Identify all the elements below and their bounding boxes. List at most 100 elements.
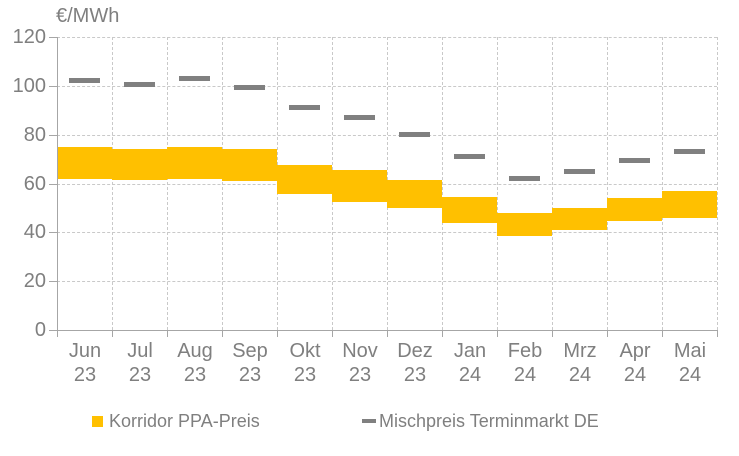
x-axis-tick (552, 331, 553, 337)
category-month: Sep (232, 340, 268, 362)
x-axis-category-label: Aug 23 (167, 339, 223, 387)
ppa-legend-swatch-icon (92, 415, 103, 427)
y-axis-tick-label: 20 (23, 270, 46, 293)
x-axis-category-label: Dez 23 (387, 339, 443, 387)
ppa-price-band (607, 198, 662, 222)
category-year: 24 (568, 364, 592, 386)
x-gridline (497, 37, 498, 330)
y-axis-tick-label: 40 (23, 221, 46, 244)
x-axis-category-label: Mrz 24 (552, 339, 608, 387)
x-axis-category-label: Mai 24 (662, 339, 718, 387)
category-month: Jan (453, 340, 487, 362)
category-year: 23 (128, 364, 152, 386)
x-axis-tick (607, 331, 608, 337)
x-axis-tick (167, 331, 168, 337)
x-axis-line (57, 330, 718, 331)
category-month: Nov (342, 340, 378, 362)
x-axis-category-label: Okt 23 (277, 339, 333, 387)
x-gridline (442, 37, 443, 330)
x-gridline (607, 37, 608, 330)
y-axis-tick (49, 183, 57, 185)
x-axis-category-label: Jul 23 (112, 339, 168, 387)
ppa-price-band (552, 207, 607, 230)
y-axis-tick (49, 330, 57, 331)
category-year: 23 (183, 364, 207, 386)
terminmarkt-dash-marker (234, 84, 265, 90)
ppa-price-band (57, 146, 112, 179)
terminmarkt-dash-marker (509, 176, 540, 182)
category-year: 23 (348, 364, 372, 386)
ppa-price-band (332, 170, 387, 202)
terminmarkt-dash-marker (124, 82, 155, 88)
category-month: Apr (619, 340, 651, 362)
x-axis-tick (57, 331, 58, 337)
category-year: 23 (293, 364, 317, 386)
y-axis-tick-label: 60 (23, 172, 46, 195)
category-year: 24 (678, 364, 702, 386)
legend-item-ppa: Korridor PPA-Preis (92, 411, 260, 431)
x-axis-tick (332, 331, 333, 337)
category-month: Okt (289, 340, 321, 362)
x-axis-tick (717, 331, 718, 337)
x-axis-tick (662, 331, 663, 337)
category-year: 24 (513, 364, 537, 386)
category-year: 23 (403, 364, 427, 386)
terminmarkt-dash-marker (454, 154, 485, 160)
y-axis-tick-label: 0 (34, 319, 46, 341)
terminmarkt-dash-marker (289, 105, 320, 111)
category-month: Jul (127, 340, 153, 362)
x-axis-category-label: Feb 24 (497, 339, 553, 387)
terminmarkt-dash-marker (179, 76, 210, 81)
x-gridline (167, 37, 168, 330)
x-gridline (662, 37, 663, 330)
category-month: Mai (673, 340, 707, 362)
category-month: Dez (397, 340, 433, 362)
ppa-price-band (167, 146, 222, 179)
legend-label-ppa: Korridor PPA-Preis (109, 411, 260, 431)
terminmarkt-dash-marker (69, 78, 100, 84)
category-month: Feb (507, 340, 543, 362)
category-year: 24 (623, 364, 647, 386)
x-axis-category-label: Jan 24 (442, 339, 498, 387)
y-axis-tick (49, 85, 57, 87)
ppa-price-band (497, 212, 552, 236)
y-axis-tick-label: 80 (23, 123, 46, 146)
ppa-price-band (662, 190, 717, 218)
y-axis-tick (49, 281, 57, 283)
x-axis-tick (497, 331, 498, 337)
terminmarkt-dash-marker (619, 157, 650, 163)
x-gridline (552, 37, 553, 330)
category-month: Aug (177, 340, 213, 362)
terminmarkt-legend-dash-icon (362, 419, 376, 423)
x-axis-category-label: Jun 23 (57, 339, 113, 387)
y-axis-tick (49, 232, 57, 234)
y-axis-tick-label: 100 (12, 74, 46, 97)
y-axis-tick-label: 120 (12, 26, 46, 48)
x-gridline (222, 37, 223, 330)
x-axis-tick (442, 331, 443, 337)
legend-item-terminmarkt: Mischpreis Terminmarkt DE (362, 411, 599, 431)
category-month: Jun (68, 340, 102, 362)
ppa-price-band (277, 165, 332, 195)
y-axis-tick (49, 134, 57, 136)
x-axis-tick (112, 331, 113, 337)
category-year: 24 (458, 364, 482, 386)
ppa-price-band (387, 179, 442, 208)
legend-label-terminmarkt: Mischpreis Terminmarkt DE (379, 411, 599, 431)
category-month: Mrz (563, 340, 597, 362)
terminmarkt-dash-marker (674, 149, 705, 155)
x-gridline (112, 37, 113, 330)
y-axis-unit-label: €/MWh (56, 5, 120, 27)
category-year: 23 (238, 364, 262, 386)
x-axis-tick (277, 331, 278, 337)
terminmarkt-dash-marker (399, 132, 430, 138)
x-axis-category-label: Sep 23 (222, 339, 278, 387)
y-axis-line (57, 37, 58, 331)
ppa-price-band (442, 196, 497, 223)
x-axis-category-label: Nov 23 (332, 339, 388, 387)
ppa-price-band (222, 149, 277, 182)
x-axis-tick (387, 331, 388, 337)
y-axis-tick (49, 37, 57, 38)
ppa-price-band (112, 149, 167, 180)
